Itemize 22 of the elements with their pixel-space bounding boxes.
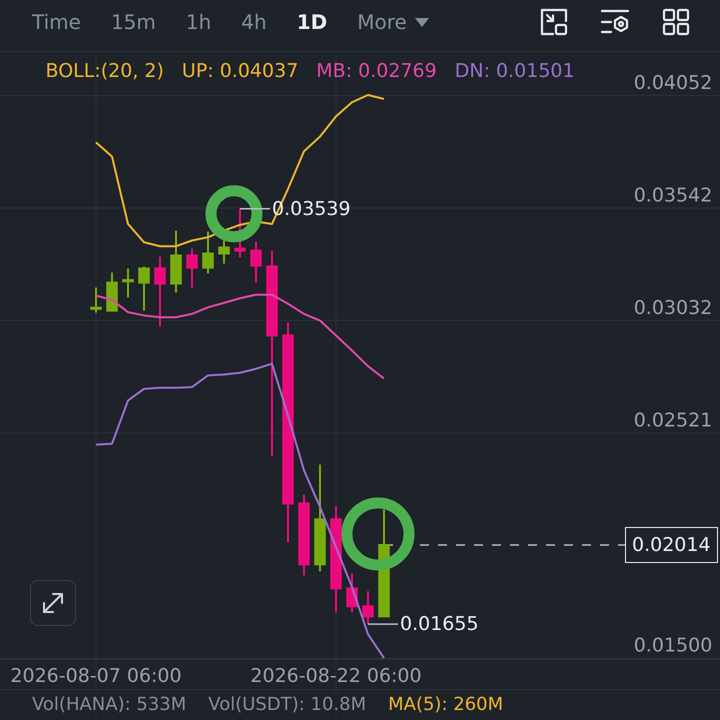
annotation: Vol(USDT): 10.8M <box>208 694 366 715</box>
text: 1h <box>186 10 212 34</box>
annotation: 0.01655 <box>400 613 479 635</box>
ref-line-label: 0.02014 <box>632 534 711 556</box>
x-tick-label: 2026-08-22 06:00 <box>250 665 422 688</box>
annotation: MA(5): 260M <box>388 694 504 715</box>
text: DN: 0.01501 <box>454 60 575 82</box>
y-tick-label: 0.04052 <box>634 72 712 94</box>
y-tick-label: 0.01500 <box>634 634 712 657</box>
text: 1D <box>296 10 328 34</box>
y-tick-label: 0.02521 <box>634 410 712 432</box>
y-tick-label: 0.03542 <box>634 184 712 206</box>
y-tick-label: 0.03032 <box>634 296 712 319</box>
text: 15m <box>110 10 156 34</box>
text: UP: 0.04037 <box>182 60 298 82</box>
x-tick-label: 2026-08-07 06:00 <box>10 665 182 688</box>
text: MB: 0.02769 <box>316 60 437 82</box>
text: Time <box>32 10 81 34</box>
text: 4h <box>241 10 267 34</box>
annotation: Vol(HANA): 533M <box>32 694 186 715</box>
legend-title: BOLL:(20, 2) <box>46 60 164 82</box>
text: More <box>357 10 408 34</box>
